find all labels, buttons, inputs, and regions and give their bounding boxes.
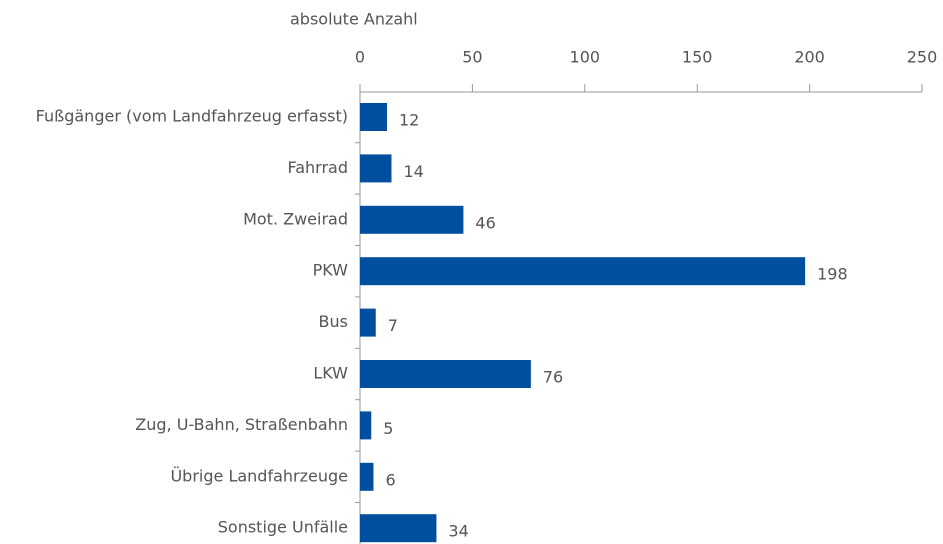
y-tick-label: Fußgänger (vom Landfahrzeug erfasst) xyxy=(36,107,348,126)
bar xyxy=(360,205,464,234)
value-label: 46 xyxy=(475,213,495,232)
x-tick-label: 250 xyxy=(907,48,938,67)
value-label: 198 xyxy=(817,265,848,284)
bar xyxy=(360,308,376,337)
axis-title: absolute Anzahl xyxy=(290,10,418,29)
value-label: 12 xyxy=(399,111,419,130)
value-label: 14 xyxy=(403,162,423,181)
y-tick-label: Mot. Zweirad xyxy=(243,209,348,228)
bar xyxy=(360,462,374,491)
bar xyxy=(360,411,372,440)
bar xyxy=(360,257,806,286)
y-tick-label: Sonstige Unfälle xyxy=(218,518,348,537)
value-label: 6 xyxy=(385,470,395,489)
value-label: 5 xyxy=(383,419,393,438)
value-label: 76 xyxy=(543,368,563,387)
value-label: 7 xyxy=(388,316,398,335)
bar xyxy=(360,514,437,543)
y-tick-label: Bus xyxy=(319,312,348,331)
x-tick-label: 0 xyxy=(355,48,365,67)
y-tick-label: Zug, U-Bahn, Straßenbahn xyxy=(135,415,348,434)
x-tick-label: 100 xyxy=(570,48,601,67)
x-tick-label: 200 xyxy=(794,48,825,67)
y-tick-label: LKW xyxy=(313,364,348,383)
value-label: 34 xyxy=(448,522,468,541)
x-tick-label: 150 xyxy=(682,48,713,67)
x-tick-label: 50 xyxy=(462,48,482,67)
y-tick-label: Fahrrad xyxy=(287,158,348,177)
y-tick-label: PKW xyxy=(313,261,349,280)
y-tick-label: Übrige Landfahrzeuge xyxy=(170,466,348,485)
bar xyxy=(360,154,392,183)
bar xyxy=(360,360,531,388)
bar xyxy=(360,103,387,131)
